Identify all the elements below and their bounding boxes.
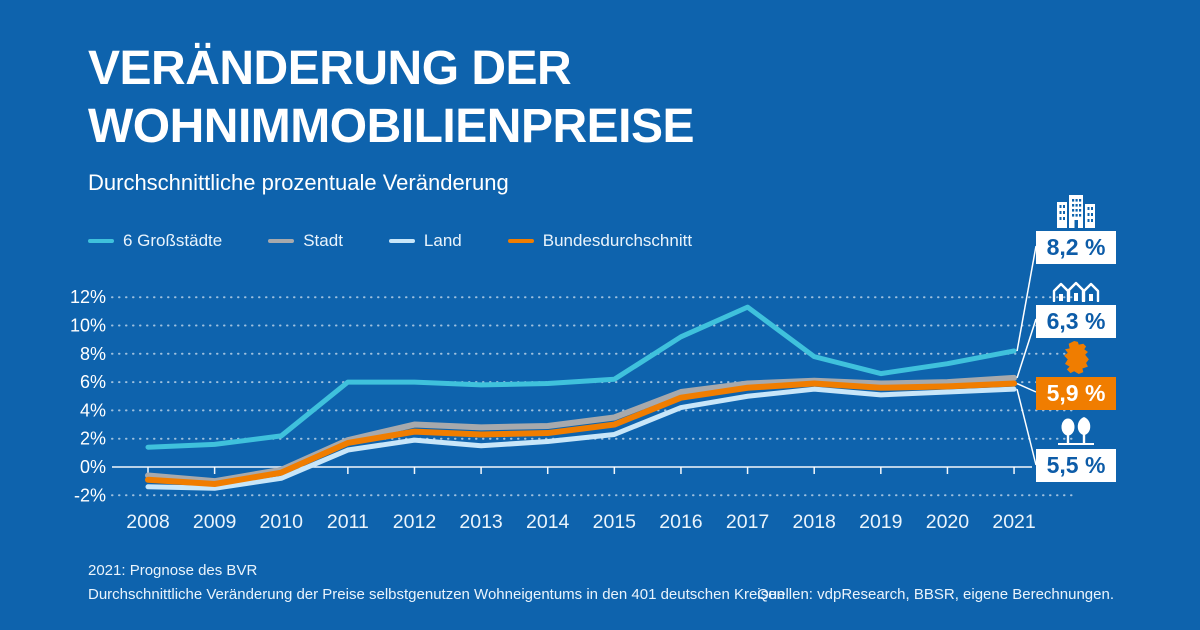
- trees-icon: [1058, 417, 1094, 445]
- callout-grossstaedte: 8,2 %: [1034, 193, 1118, 264]
- callout-value-land: 5,5 %: [1036, 449, 1116, 482]
- legend-item-stadt: Stadt: [268, 231, 343, 251]
- y-axis-label: 4%: [80, 400, 106, 420]
- x-axis-label: 2013: [459, 511, 502, 533]
- y-axis-label: 2%: [80, 429, 106, 449]
- legend-marker-gray: [268, 239, 295, 243]
- x-axis-label: 2016: [659, 511, 702, 533]
- germany-map-icon: [1064, 341, 1089, 374]
- x-axis-label: 2012: [393, 511, 436, 533]
- x-axis-label: 2011: [327, 511, 369, 533]
- city-skyline-icon: [1057, 195, 1095, 228]
- legend-marker-cyan: [88, 239, 114, 243]
- x-axis-label: 2019: [859, 511, 902, 533]
- callout-stadt: 6,3 %: [1034, 280, 1118, 338]
- callout-value-bundesdurchschnitt: 5,9 %: [1036, 377, 1116, 410]
- x-axis-label: 2017: [726, 511, 769, 533]
- callout-value-grossstaedte: 8,2 %: [1036, 231, 1116, 264]
- legend-item-land: Land: [388, 231, 462, 251]
- callout-connector-line: [1016, 382, 1037, 393]
- x-axis-label: 2021: [992, 511, 1035, 533]
- x-axis-label: 2008: [126, 511, 169, 533]
- y-axis-label: 6%: [80, 372, 106, 392]
- legend-label: 6 Großstädte: [123, 231, 223, 250]
- y-axis-label: -2%: [74, 485, 106, 505]
- legend-marker-lightblue: [388, 239, 415, 243]
- x-axis-label: 2015: [593, 511, 637, 533]
- y-axis-label: 10%: [70, 316, 106, 336]
- legend-label: Stadt: [303, 231, 343, 250]
- series-line-3: [145, 380, 1018, 487]
- y-axis-label: 12%: [70, 287, 106, 307]
- y-axis-label: 8%: [80, 344, 106, 364]
- x-axis-label: 2014: [526, 511, 570, 533]
- series-line-2: [145, 386, 1017, 491]
- x-axis-label: 2009: [193, 511, 236, 533]
- series-line-0: [145, 304, 1017, 450]
- sources-note: Quellen: vdpResearch, BBSR, eigene Berec…: [757, 586, 1114, 603]
- page-title: VERÄNDERUNG DER WOHNIMMOBILIENPREISE: [88, 40, 695, 156]
- page-subtitle: Durchschnittliche prozentuale Veränderun…: [88, 170, 509, 195]
- x-axis-label: 2010: [260, 511, 304, 533]
- legend-label: Bundesdurchschnitt: [542, 231, 693, 250]
- x-axis-label: 2020: [926, 511, 970, 533]
- footnote-definition: Durchschnittliche Veränderung der Preise…: [88, 586, 785, 603]
- callout-bundesdurchschnitt: 5,9 %: [1034, 341, 1118, 410]
- callout-land: 5,5 %: [1034, 417, 1118, 482]
- callout-connector-line: [1016, 245, 1037, 352]
- x-axis-label: 2018: [793, 511, 836, 533]
- callout-value-stadt: 6,3 %: [1036, 305, 1116, 338]
- legend-item-bundesdurchschnitt: Bundesdurchschnitt: [507, 231, 693, 251]
- legend-label: Land: [423, 231, 462, 250]
- legend-marker-orange: [507, 239, 534, 243]
- y-axis-label: 0%: [80, 457, 106, 477]
- page-title-line2: WOHNIMMOBILIENPREISE: [88, 100, 695, 153]
- legend-item-grossstaedte: 6 Großstädte: [88, 231, 222, 251]
- callout-connector-line: [1016, 388, 1037, 466]
- houses-icon: [1052, 281, 1100, 302]
- callout-connector-line: [1016, 318, 1037, 379]
- page-title-line1: VERÄNDERUNG DER: [88, 42, 572, 95]
- chart-legend: 6 Großstädte Stadt Land Bundesdurchschni…: [88, 231, 692, 251]
- footnote-prognose: 2021: Prognose des BVR: [88, 562, 258, 579]
